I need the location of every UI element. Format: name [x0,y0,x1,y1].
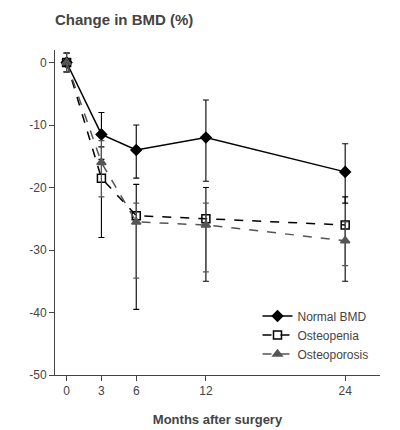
svg-text:Normal BMD: Normal BMD [298,310,367,324]
svg-text:6: 6 [133,384,140,398]
svg-text:24: 24 [339,384,353,398]
svg-text:Change in BMD (%): Change in BMD (%) [55,11,193,28]
svg-text:3: 3 [98,384,105,398]
svg-text:-40: -40 [29,306,47,320]
svg-text:12: 12 [199,384,213,398]
svg-text:-20: -20 [29,181,47,195]
svg-text:-50: -50 [29,368,47,382]
svg-text:Osteopenia: Osteopenia [298,329,360,343]
svg-text:Months after surgery: Months after surgery [153,412,283,427]
svg-text:-10: -10 [29,118,47,132]
svg-text:Osteoporosis: Osteoporosis [298,348,369,362]
svg-text:0: 0 [40,56,47,70]
svg-text:0: 0 [63,384,70,398]
svg-text:-30: -30 [29,243,47,257]
